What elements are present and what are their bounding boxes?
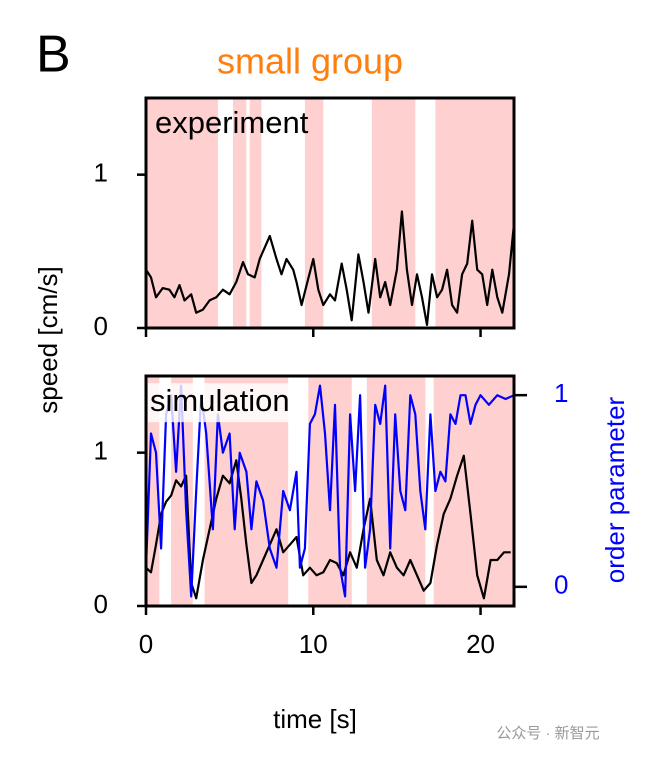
chart-title: small group — [217, 41, 403, 82]
y-tick-label: 0 — [94, 589, 108, 619]
plot-area — [146, 98, 514, 328]
watermark: 公众号 · 新智元 — [496, 724, 599, 742]
series-line — [146, 454, 511, 600]
annotation-background — [148, 383, 294, 423]
x-tick-label: 0 — [139, 629, 153, 659]
y-tick-label: 1 — [94, 436, 108, 466]
annotation: experiment — [155, 105, 309, 140]
y-axis-label: speed [cm/s] — [33, 266, 63, 413]
shaded-region — [249, 98, 262, 328]
y-tick-label: 0 — [94, 311, 108, 341]
shaded-region — [371, 98, 416, 328]
panel-label: B — [36, 26, 71, 84]
axes-frame — [144, 374, 516, 608]
x-axis-label: time [s] — [273, 704, 357, 734]
y2-tick-label: 0 — [554, 570, 568, 600]
shaded-region — [232, 98, 247, 328]
y-tick-label: 1 — [94, 158, 108, 188]
x-tick-label: 10 — [299, 629, 328, 659]
y2-tick-label: 1 — [554, 378, 568, 408]
axes-frame — [144, 96, 516, 330]
annotation: simulation — [150, 383, 290, 418]
y2-axis-label: order parameter — [600, 396, 630, 583]
x-tick-label: 20 — [466, 629, 495, 659]
shaded-region — [435, 98, 514, 328]
series-line — [146, 210, 514, 326]
